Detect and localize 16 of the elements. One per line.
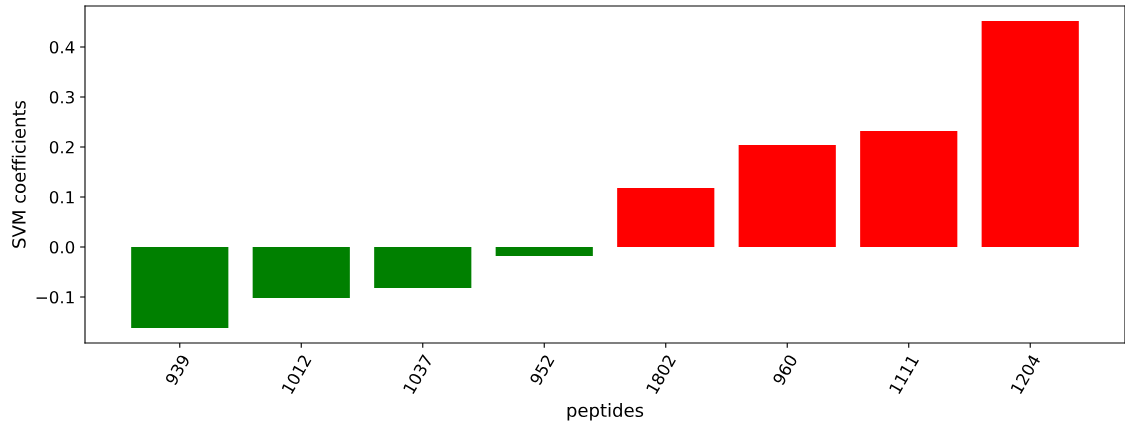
bar — [131, 247, 229, 328]
y-tick-label: 0.3 — [49, 90, 74, 104]
y-tick-label: −0.1 — [36, 290, 74, 304]
bar — [495, 247, 593, 256]
bar — [981, 21, 1079, 247]
bar — [374, 247, 472, 288]
bar — [617, 188, 715, 247]
x-axis-title: peptides — [567, 403, 644, 421]
y-axis-title: SVM coefficients — [11, 100, 26, 248]
bar — [860, 131, 958, 247]
y-tick-label: 0.1 — [49, 190, 74, 204]
bar — [738, 145, 836, 247]
bar — [252, 247, 350, 298]
y-tick-label: 0.4 — [49, 40, 75, 54]
y-tick-label: 0.0 — [49, 240, 75, 254]
y-tick-label: 0.2 — [49, 140, 74, 154]
